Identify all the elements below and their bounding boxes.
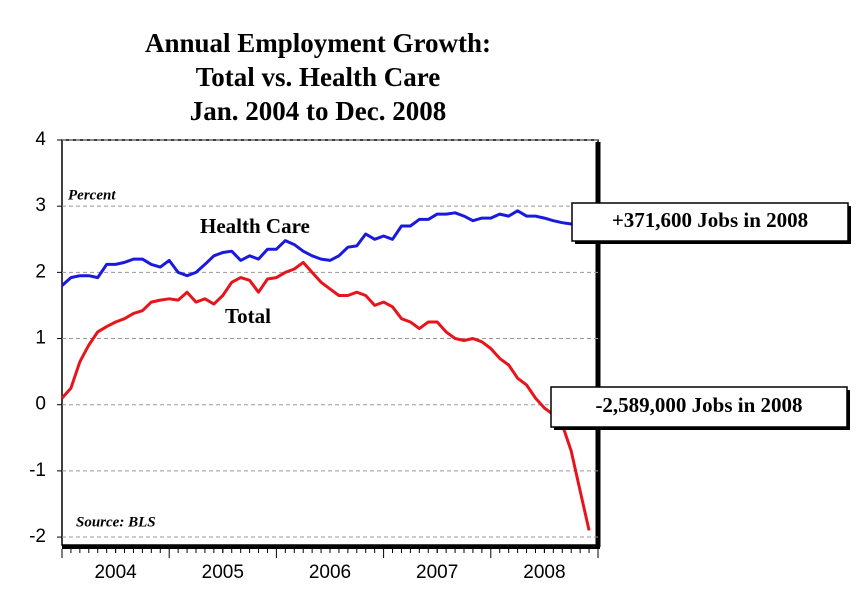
annotation: -2,589,000 Jobs in 2008 xyxy=(595,393,802,417)
annotation: Source: BLS xyxy=(76,514,156,530)
annotation: +371,600 Jobs in 2008 xyxy=(612,208,808,232)
x-tick-label: 2005 xyxy=(202,562,244,583)
y-tick-label: 4 xyxy=(35,129,46,150)
x-tick-label: 2007 xyxy=(416,562,458,583)
y-tick-label: 2 xyxy=(35,261,46,282)
plot-frame xyxy=(61,139,599,546)
chart-title: Total vs. Health Care xyxy=(196,62,441,92)
series-label: Total xyxy=(225,304,271,328)
y-tick-label: -1 xyxy=(29,460,46,481)
y-tick-label: 0 xyxy=(35,394,46,415)
chart-title: Jan. 2004 to Dec. 2008 xyxy=(190,96,446,126)
series-label: Health Care xyxy=(200,214,310,238)
series-line xyxy=(60,209,590,287)
y-tick-label: 1 xyxy=(35,328,46,349)
x-tick-label: 2006 xyxy=(309,562,351,583)
y-tick-label: 3 xyxy=(35,195,46,216)
x-tick-label: 2008 xyxy=(523,562,565,583)
annotation-box xyxy=(550,386,848,428)
annotation: Percent xyxy=(68,187,116,203)
plot-area xyxy=(60,139,598,538)
y-tick-label: -2 xyxy=(29,526,46,547)
annotation-box xyxy=(571,202,849,242)
series-line xyxy=(60,260,591,531)
x-tick-label: 2004 xyxy=(94,562,137,583)
chart-title: Annual Employment Growth: xyxy=(145,28,491,58)
